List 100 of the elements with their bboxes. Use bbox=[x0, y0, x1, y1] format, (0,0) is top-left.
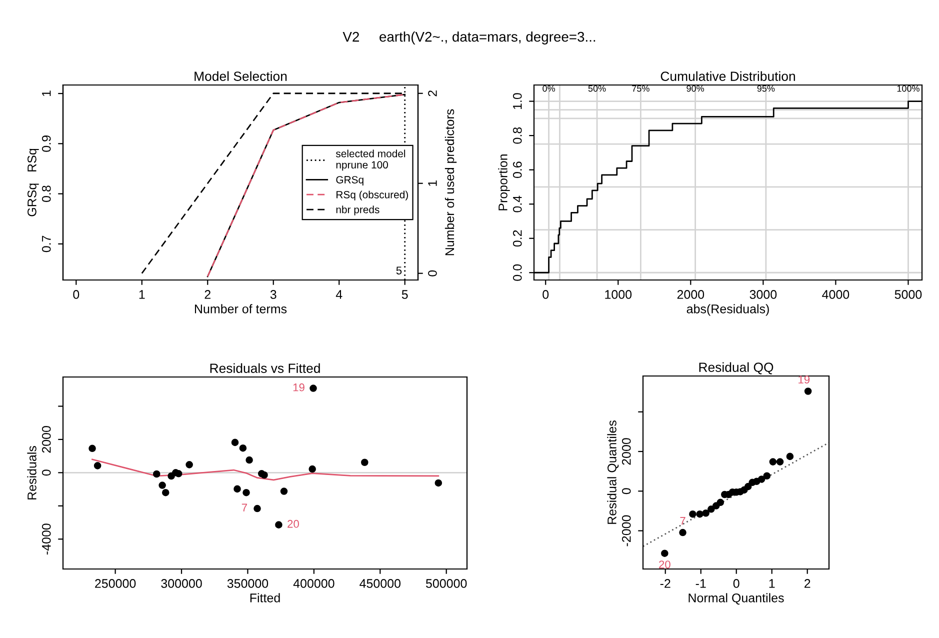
point bbox=[234, 485, 241, 493]
annotation: 50% bbox=[588, 85, 606, 92]
point bbox=[434, 479, 442, 487]
point bbox=[94, 462, 102, 470]
x-tick-label: 450000 bbox=[360, 579, 401, 588]
x-tick-label: 250000 bbox=[95, 579, 136, 588]
y-tick-label: 0.2 bbox=[512, 230, 522, 247]
line-series bbox=[92, 458, 440, 481]
x-tick-label: 5000 bbox=[894, 290, 922, 299]
y-tick-label: 2000 bbox=[622, 438, 631, 465]
point bbox=[702, 509, 710, 517]
point bbox=[239, 444, 247, 452]
point bbox=[679, 528, 686, 536]
y-tick-label: 0.8 bbox=[42, 186, 51, 202]
legend-label: RSq (obscured) bbox=[336, 190, 408, 200]
point bbox=[776, 458, 784, 466]
y-tick-label: 1 bbox=[42, 90, 51, 96]
y-tick-label: 0.7 bbox=[42, 236, 51, 252]
y2-axis-title: Number of used predictors bbox=[444, 109, 457, 256]
y-tick-label: 0.0 bbox=[512, 264, 522, 281]
x-tick-label: -2 bbox=[660, 579, 670, 588]
point bbox=[786, 452, 794, 460]
x-tick-label: 1 bbox=[139, 290, 145, 299]
x-axis-title: Normal Quantiles bbox=[688, 593, 784, 605]
point bbox=[280, 488, 288, 495]
x-tick-label: 2000 bbox=[677, 290, 704, 299]
annotation: 19 bbox=[293, 383, 304, 392]
point bbox=[758, 476, 766, 483]
point bbox=[162, 488, 170, 496]
point bbox=[308, 465, 316, 473]
chart-title: Cumulative Distribution bbox=[660, 71, 795, 81]
y2-tick-label: 0 bbox=[428, 270, 437, 276]
point bbox=[716, 498, 724, 506]
point bbox=[696, 510, 704, 518]
point bbox=[242, 488, 250, 496]
point bbox=[231, 438, 239, 446]
x-tick-label: 2 bbox=[804, 579, 810, 588]
point bbox=[361, 458, 368, 466]
x-axis-title: Fitted bbox=[250, 593, 280, 602]
y-tick-label: 2000 bbox=[42, 426, 51, 453]
point bbox=[260, 471, 268, 479]
y2-tick-label: 2 bbox=[428, 90, 437, 96]
y-axis-title: GRSq RSq bbox=[28, 148, 39, 216]
x-tick-label: -1 bbox=[696, 579, 706, 588]
annotation: 100% bbox=[897, 85, 920, 92]
x-tick-label: 0 bbox=[733, 579, 740, 588]
annotation: 95% bbox=[757, 85, 775, 92]
point bbox=[246, 456, 253, 464]
x-tick-label: 0 bbox=[542, 290, 549, 299]
annotation: 7 bbox=[242, 504, 247, 512]
text: V2 earth(V2~., data=mars, degree=3... bbox=[342, 32, 596, 44]
legend-label: nbr preds bbox=[336, 206, 380, 216]
annotation: 19 bbox=[798, 376, 810, 384]
annotation: 0% bbox=[542, 85, 555, 92]
y-tick-label: 1.0 bbox=[512, 93, 522, 110]
x-axis-title: Number of terms bbox=[194, 304, 287, 314]
point bbox=[152, 470, 160, 478]
x-tick-label: 1 bbox=[769, 579, 775, 588]
chart-title: Residuals vs Fitted bbox=[210, 363, 320, 373]
point bbox=[254, 504, 261, 512]
y-tick-label: -2000 bbox=[622, 515, 631, 546]
annotation: 20 bbox=[659, 560, 670, 568]
annotation: 5 bbox=[396, 266, 402, 274]
y-tick-label: 0 bbox=[42, 470, 51, 476]
point bbox=[769, 458, 777, 466]
point bbox=[763, 472, 771, 480]
x-tick-label: 400000 bbox=[293, 579, 334, 588]
annotation: 7 bbox=[680, 517, 686, 525]
annotation: 75% bbox=[632, 85, 650, 92]
x-tick-label: 5 bbox=[402, 290, 408, 299]
y-axis-title: Proportion bbox=[498, 154, 510, 210]
annotation: 90% bbox=[686, 85, 704, 92]
point bbox=[174, 470, 182, 478]
y-tick-label: 0.9 bbox=[42, 136, 51, 152]
x-axis-title: abs(Residuals) bbox=[686, 304, 769, 316]
x-tick-label: 4000 bbox=[822, 290, 850, 299]
x-tick-label: 0 bbox=[73, 290, 80, 299]
y-axis-title: Residual Quantiles bbox=[607, 420, 619, 524]
y-tick-label: 0.6 bbox=[512, 162, 522, 178]
point bbox=[661, 550, 668, 557]
point bbox=[310, 384, 317, 392]
annotation: 20 bbox=[288, 520, 299, 528]
point bbox=[88, 444, 96, 452]
y-tick-label: 0 bbox=[622, 488, 631, 494]
y2-tick-label: 1 bbox=[428, 180, 437, 186]
point bbox=[689, 510, 696, 518]
point bbox=[158, 482, 166, 489]
point bbox=[708, 506, 715, 513]
ref-line-label: selected model nprune 100 bbox=[336, 150, 406, 171]
y-axis-title: Residuals bbox=[27, 446, 36, 500]
point bbox=[744, 482, 752, 490]
x-tick-label: 3000 bbox=[750, 290, 777, 299]
x-tick-label: 4 bbox=[336, 290, 342, 299]
y-tick-label: 0.4 bbox=[512, 196, 522, 212]
x-tick-label: 2 bbox=[204, 290, 210, 299]
legend-label: GRSq bbox=[336, 176, 364, 186]
x-tick-label: 300000 bbox=[161, 579, 202, 588]
x-tick-label: 3 bbox=[270, 290, 276, 299]
x-tick-label: 350000 bbox=[227, 579, 268, 588]
point bbox=[275, 521, 282, 528]
